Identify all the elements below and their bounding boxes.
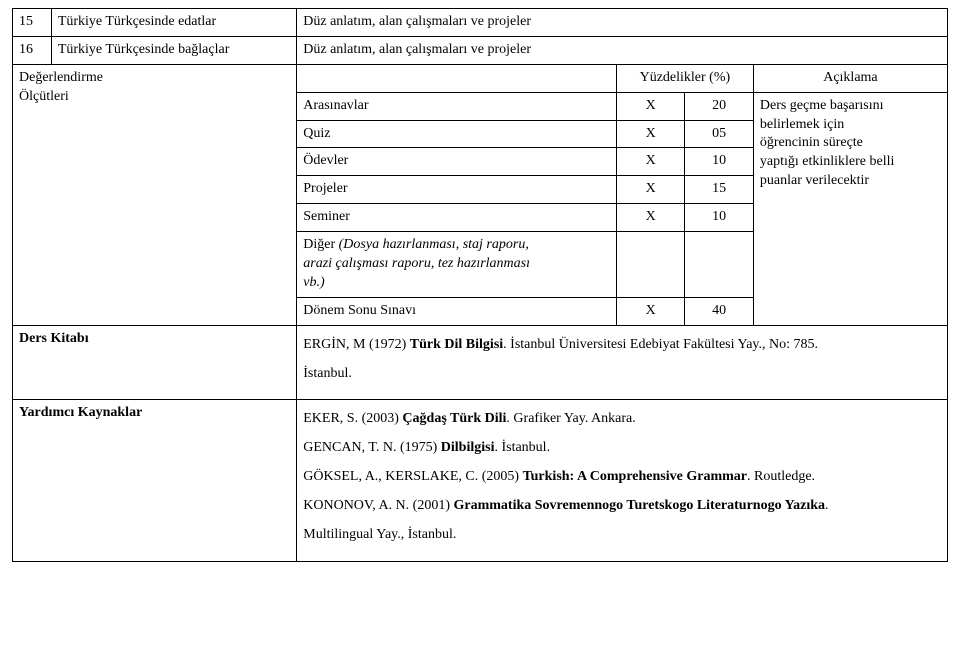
- ref-line: EKER, S. (2003) Çağdaş Türk Dili. Grafik…: [303, 410, 941, 429]
- ref-title: Dilbilgisi: [441, 440, 495, 455]
- diger-line: Diğer (Dosya hazırlanması, staj raporu,: [303, 237, 529, 252]
- ref-text: . İstanbul Üniversitesi Edebiyat Fakülte…: [503, 337, 818, 352]
- eval-val: 10: [685, 204, 753, 232]
- ders-kitabi-row: Ders Kitabı ERGİN, M (1972) Türk Dil Bil…: [13, 325, 948, 400]
- ders-kitabi-label: Ders Kitabı: [13, 325, 297, 400]
- eval-mark-empty: [616, 232, 684, 298]
- aciklama-line: puanlar verilecektir: [760, 173, 869, 188]
- schedule-num: 16: [13, 36, 52, 64]
- yardimci-content: EKER, S. (2003) Çağdaş Türk Dili. Grafik…: [297, 400, 948, 561]
- ref-line: GENCAN, T. N. (1975) Dilbilgisi. İstanbu…: [303, 439, 941, 458]
- eval-mark: X: [616, 297, 684, 325]
- ref-text: . İstanbul.: [494, 440, 550, 455]
- aciklama-line: öğrencinin süreçte: [760, 135, 863, 150]
- eval-val: 05: [685, 120, 753, 148]
- ref-text: KONONOV, A. N. (2001): [303, 498, 453, 513]
- eval-val: 40: [685, 297, 753, 325]
- ref-line: ERGİN, M (1972) Türk Dil Bilgisi. İstanb…: [303, 336, 941, 355]
- eval-val: 20: [685, 92, 753, 120]
- aciklama-line: Ders geçme başarısını: [760, 98, 884, 113]
- ref-text: ERGİN, M (1972): [303, 337, 410, 352]
- schedule-row: 15 Türkiye Türkçesinde edatlar Düz anlat…: [13, 9, 948, 37]
- schedule-topic: Türkiye Türkçesinde bağlaçlar: [51, 36, 296, 64]
- ref-text: . Routledge.: [747, 469, 815, 484]
- eval-aciklama-header: Açıklama: [753, 64, 947, 92]
- schedule-topic: Türkiye Türkçesinde edatlar: [51, 9, 296, 37]
- eval-val: 15: [685, 176, 753, 204]
- ders-kitabi-content: ERGİN, M (1972) Türk Dil Bilgisi. İstanb…: [297, 325, 948, 400]
- eval-mark: X: [616, 120, 684, 148]
- ref-title: Grammatika Sovremennogo Turetskogo Liter…: [454, 498, 826, 513]
- eval-mark: X: [616, 176, 684, 204]
- eval-label: Ödevler: [297, 148, 617, 176]
- eval-val: 10: [685, 148, 753, 176]
- diger-italic: (Dosya hazırlanması, staj raporu,: [339, 237, 529, 252]
- main-table: 15 Türkiye Türkçesinde edatlar Düz anlat…: [12, 8, 948, 562]
- ref-text: GÖKSEL, A., KERSLAKE, C. (2005): [303, 469, 522, 484]
- yardimci-label: Yardımcı Kaynaklar: [13, 400, 297, 561]
- eval-pct-header: Yüzdelikler (%): [616, 64, 753, 92]
- eval-mark: X: [616, 92, 684, 120]
- eval-side-label: Değerlendirme Ölçütleri: [13, 64, 297, 325]
- aciklama-line: yaptığı etkinliklere belli: [760, 154, 895, 169]
- ref-text: GENCAN, T. N. (1975): [303, 440, 441, 455]
- yardimci-row: Yardımcı Kaynaklar EKER, S. (2003) Çağda…: [13, 400, 948, 561]
- eval-mark: X: [616, 204, 684, 232]
- ref-text: .: [825, 498, 829, 513]
- diger-line: vb.): [303, 275, 324, 290]
- eval-label-diger: Diğer (Dosya hazırlanması, staj raporu, …: [297, 232, 617, 298]
- eval-label: Seminer: [297, 204, 617, 232]
- schedule-method: Düz anlatım, alan çalışmaları ve projele…: [297, 36, 948, 64]
- eval-label: Projeler: [297, 176, 617, 204]
- schedule-row: 16 Türkiye Türkçesinde bağlaçlar Düz anl…: [13, 36, 948, 64]
- ref-line: KONONOV, A. N. (2001) Grammatika Sovreme…: [303, 497, 941, 516]
- eval-empty-header: [297, 64, 617, 92]
- ref-title: Çağdaş Türk Dili: [402, 411, 506, 426]
- eval-header-row: Değerlendirme Ölçütleri Yüzdelikler (%) …: [13, 64, 948, 92]
- aciklama-line: belirlemek için: [760, 117, 844, 132]
- ref-line: Multilingual Yay., İstanbul.: [303, 526, 941, 545]
- eval-side-label-2: Ölçütleri: [19, 89, 69, 104]
- eval-label: Dönem Sonu Sınavı: [297, 297, 617, 325]
- eval-side-label-1: Değerlendirme: [19, 70, 103, 85]
- schedule-num: 15: [13, 9, 52, 37]
- ref-line: GÖKSEL, A., KERSLAKE, C. (2005) Turkish:…: [303, 468, 941, 487]
- ref-title: Turkish: A Comprehensive Grammar: [523, 469, 747, 484]
- eval-label: Arasınavlar: [297, 92, 617, 120]
- eval-mark: X: [616, 148, 684, 176]
- eval-label: Quiz: [297, 120, 617, 148]
- ref-title: Türk Dil Bilgisi: [410, 337, 503, 352]
- schedule-method: Düz anlatım, alan çalışmaları ve projele…: [297, 9, 948, 37]
- diger-line: arazi çalışması raporu, tez hazırlanması: [303, 256, 530, 271]
- eval-val-empty: [685, 232, 753, 298]
- eval-aciklama-text: Ders geçme başarısını belirlemek için öğ…: [753, 92, 947, 325]
- ref-text: . Grafiker Yay. Ankara.: [506, 411, 635, 426]
- ref-line: İstanbul.: [303, 365, 941, 384]
- ref-text: EKER, S. (2003): [303, 411, 402, 426]
